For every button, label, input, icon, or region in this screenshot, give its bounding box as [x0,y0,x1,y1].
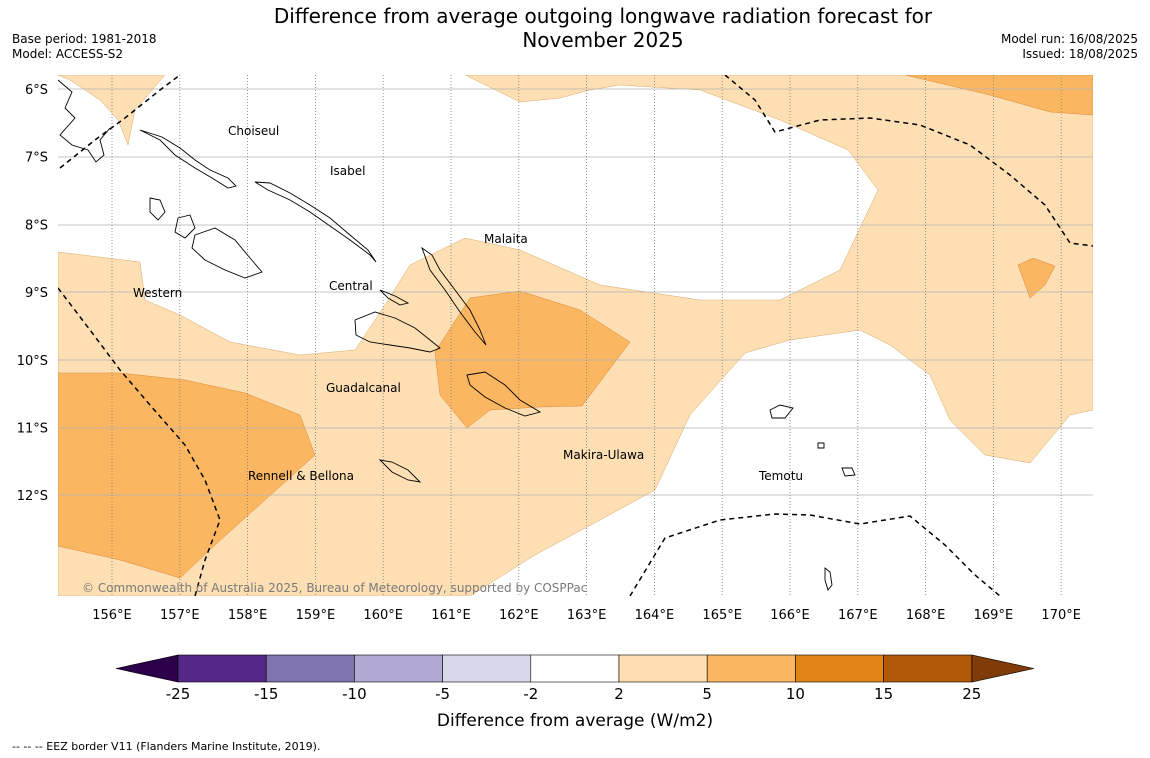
contour-medium-south-west [58,372,316,579]
map-figure: Choiseul Isabel Malaita Western Central … [17,75,1093,731]
lat-tick-label: 11°S [17,422,48,437]
lon-tick-label: 166°E [770,608,810,623]
lon-tick-label: 161°E [431,608,471,623]
label-guadalcanal: Guadalcanal [326,381,401,395]
label-makira-ulawa: Makira-Ulawa [563,448,644,462]
colorbar-tick-labels: -25 -15 -10 -5 -2 2 5 10 15 25 [166,685,982,703]
colorbar-segment [530,654,620,683]
lon-tick-label: 164°E [635,608,675,623]
model-name: Model: ACCESS-S2 [12,47,124,61]
lon-tick-label: 169°E [974,608,1014,623]
lon-tick-label: 162°E [499,608,539,623]
province-labels: Choiseul Isabel Malaita Western Central … [133,124,803,483]
lon-tick-label: 160°E [363,608,403,623]
lon-tick-label: 156°E [92,608,132,623]
colorbar-tick-label: -25 [166,685,191,703]
lat-tick-label: 10°S [17,354,48,369]
issued-date: Issued: 18/08/2025 [1022,47,1138,61]
map-plot-area: Choiseul Isabel Malaita Western Central … [58,75,1093,596]
colorbar-tick-label: -5 [435,685,450,703]
lon-tick-label: 168°E [906,608,946,623]
colorbar-segment [883,654,973,683]
colorbar-tick-label: 15 [874,685,893,703]
label-malaita: Malaita [484,232,528,246]
colorbar-over-arrow [971,654,1035,683]
coastlines [58,79,856,591]
colorbar-segment [706,654,796,683]
colorbar-tick-label: 25 [962,685,981,703]
colorbar-label: Difference from average (W/m2) [437,711,713,731]
colorbar-tick-label: -2 [523,685,538,703]
colorbar-tick-label: 2 [614,685,624,703]
lon-tick-label: 157°E [160,608,200,623]
colorbar-segments [177,654,973,683]
colorbar-segment [795,654,884,683]
lon-tick-label: 158°E [228,608,268,623]
colorbar-segment [265,654,355,683]
meta-left: Base period: 1981-2018 Model: ACCESS-S2 [12,32,157,62]
colorbar-under-arrow [115,654,179,683]
longitude-tick-labels: 156°E 157°E 158°E 159°E 160°E 161°E 162°E 163°E… [92,608,1081,623]
latitude-tick-labels: 6°S 7°S 8°S 9°S 10°S 11°S 12°S [17,83,48,504]
lat-tick-label: 8°S [25,218,48,233]
lon-tick-label: 159°E [296,608,336,623]
lon-tick-label: 163°E [567,608,607,623]
lon-tick-label: 170°E [1041,608,1081,623]
label-western: Western [133,286,182,300]
colorbar-segment [354,654,443,683]
lat-tick-label: 6°S [25,83,48,98]
meta-right: Model run: 16/08/2025 Issued: 18/08/2025 [1001,32,1138,62]
label-choiseul: Choiseul [228,124,279,138]
lat-tick-label: 9°S [25,286,48,301]
lon-tick-label: 167°E [838,608,878,623]
label-temotu: Temotu [758,469,803,483]
contour-medium-north-east [904,75,1093,116]
colorbar-tick-label: -15 [254,685,279,703]
latitude-gridlines [58,88,1093,496]
colorbar: -25 -15 -10 -5 -2 2 5 10 15 25 Difference from av… [115,654,1035,731]
colorbar-segment [177,654,267,683]
lat-tick-label: 12°S [17,489,48,504]
title-line-1: Difference from average outgoing longwav… [273,4,933,28]
model-run: Model run: 16/08/2025 [1000,32,1138,46]
contour-medium-central [434,290,631,429]
label-central: Central [329,279,373,293]
colorbar-tick-label: 10 [786,685,805,703]
label-rennell-bellona: Rennell & Bellona [248,469,354,483]
lat-tick-label: 7°S [25,151,48,166]
contour-light-north-west [58,75,166,146]
colorbar-tick-label: -10 [342,685,367,703]
eez-borders [58,75,1093,596]
eez-footnote: -- -- -- EEZ border V11 (Flanders Marine… [12,740,321,753]
colorbar-segment [618,654,708,683]
colorbar-segment [442,654,532,683]
copyright-notice: © Commonwealth of Australia 2025, Bureau… [82,581,587,595]
chart-title: Difference from average outgoing longwav… [225,4,981,52]
colorbar-tick-label: 5 [702,685,712,703]
lon-tick-label: 165°E [702,608,742,623]
label-isabel: Isabel [330,164,365,178]
base-period: Base period: 1981-2018 [12,32,157,46]
title-line-2: November 2025 [522,28,684,52]
contour-medium-east-patch [1017,257,1056,299]
